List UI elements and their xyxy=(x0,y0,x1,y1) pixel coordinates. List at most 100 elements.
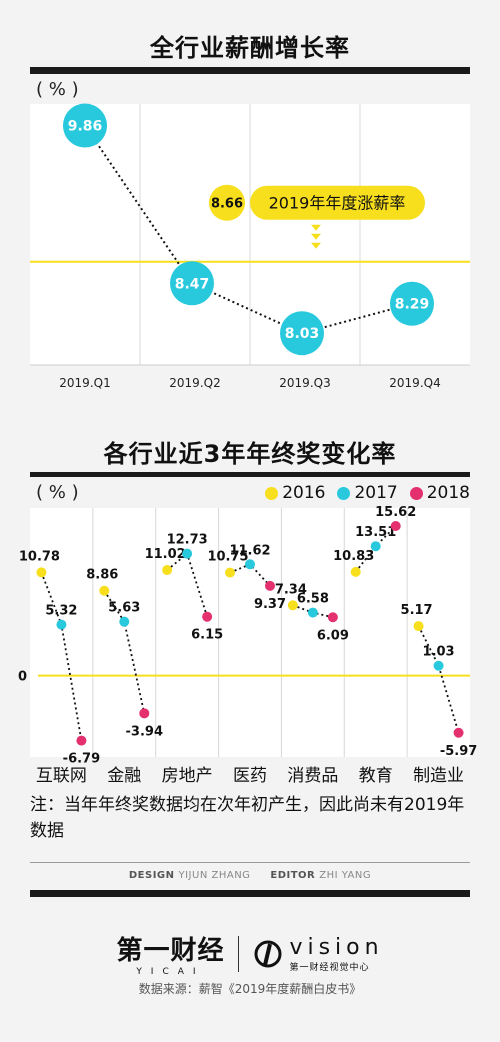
chart1-data-label: 8.47 xyxy=(175,276,210,292)
chart2-point-2016 xyxy=(225,567,235,578)
chart2-point-2016 xyxy=(350,566,361,577)
chart2-point-2016 xyxy=(287,600,298,611)
legend-dot-2017 xyxy=(337,486,351,500)
brand-sub: YICAI xyxy=(136,967,205,977)
chart2-data-label: 6.58 xyxy=(297,592,329,607)
reference-value-label: 8.66 xyxy=(211,197,243,212)
credits-rule-bottom xyxy=(30,890,470,897)
chart1-x-tick-label: 2019.Q3 xyxy=(279,376,330,390)
chart2-data-label: 9.37 xyxy=(254,597,286,612)
chart2-data-label: -3.94 xyxy=(126,724,163,739)
editor-name: ZHI YANG xyxy=(319,870,372,881)
chart2-data-label: 7.34 xyxy=(275,582,307,597)
chart2-category-label: 制造业 xyxy=(413,766,464,786)
chart2-point-2017 xyxy=(56,619,67,630)
chart2-data-label: 5.63 xyxy=(108,601,140,616)
chart2-title: 各行业近3年年终奖变化率 xyxy=(103,440,397,468)
chart2-connector xyxy=(355,525,397,573)
chart1-data-label: 8.29 xyxy=(395,297,430,313)
chart2-point-2016 xyxy=(162,565,173,576)
vision-logo: vision 第一财经视觉中心 xyxy=(253,935,383,973)
reference-label-pill xyxy=(250,185,425,220)
chart2-point-2016 xyxy=(36,567,47,578)
vision-word: vision xyxy=(289,934,384,960)
chart2-category-label: 金融 xyxy=(107,766,141,786)
legend-label-2016: 2016 xyxy=(282,483,326,503)
chart2-data-label: 6.09 xyxy=(317,628,349,643)
chart2-point-2017 xyxy=(119,616,130,627)
chart2-data-label: 13.51 xyxy=(355,525,396,540)
chart2-connector xyxy=(417,625,460,734)
legend-label-2017: 2017 xyxy=(354,483,398,503)
chart1-x-tick-label: 2019.Q1 xyxy=(59,376,110,390)
vision-sub: 第一财经视觉中心 xyxy=(289,962,370,973)
chart2-point-2018 xyxy=(265,580,275,591)
chart2-data-label: 15.62 xyxy=(375,505,416,520)
chart2-data-label: 12.73 xyxy=(167,533,208,548)
chart1-x-tick-label: 2019.Q4 xyxy=(389,376,440,390)
chart2-point-2018 xyxy=(453,727,464,738)
chart1-data-label: 8.03 xyxy=(285,326,320,342)
chart1-point xyxy=(390,281,434,326)
editor-label: EDITOR xyxy=(270,870,316,881)
design-name: YIJUN ZHANG xyxy=(178,870,251,881)
legend-label-2018: 2018 xyxy=(426,483,470,503)
chart2-data-label: 8.86 xyxy=(86,568,118,583)
chart2-point-2018 xyxy=(139,708,150,719)
chart1-line-chart: 8.66 2019年年度涨薪率 9.86 8.47 8.03 8.29 2019.Q1 201… xyxy=(30,103,470,390)
chart2-category-label: 医药 xyxy=(233,766,267,786)
reference-arrow-icon xyxy=(311,224,321,231)
vision-mark-icon xyxy=(254,940,282,967)
chart1-top-rule xyxy=(30,67,470,74)
chart2-data-label: -5.97 xyxy=(440,744,477,759)
chart1-unit-label: ( % ) xyxy=(36,79,79,100)
chart2-zero-label: 0 xyxy=(18,670,27,685)
credits: DESIGN YIJUN ZHANG EDITOR ZHI YANG xyxy=(0,870,500,881)
chart2-data-label: 6.15 xyxy=(191,628,223,643)
chart2-point-2017 xyxy=(307,607,318,618)
chart2-data-label: 5.32 xyxy=(45,604,77,619)
chart2-top-rule xyxy=(30,472,470,477)
chart1-data-label: 9.86 xyxy=(68,119,103,135)
legend-item-2018: 2018 xyxy=(409,483,470,503)
chart2-data-label: 10.75 xyxy=(207,550,248,565)
chart1-title: 全行业薪酬增长率 xyxy=(150,34,350,62)
chart1-point xyxy=(170,261,214,306)
chart2-data-label: 10.83 xyxy=(333,549,374,564)
chart2-point-2018 xyxy=(327,612,338,623)
chart2-plot-area xyxy=(30,508,470,757)
chart2-point-2017 xyxy=(370,541,381,552)
data-source: 数据来源：薪智《2019年度薪酬白皮书》 xyxy=(138,982,362,996)
chart2-legend: 2016 2017 2018 xyxy=(259,483,470,503)
chart2-point-2017 xyxy=(182,548,193,559)
chart2-data-label: 11.02 xyxy=(145,547,186,562)
legend-dot-2018 xyxy=(409,486,423,500)
legend-item-2017: 2017 xyxy=(337,483,398,503)
brand-name: 第一财经 xyxy=(116,936,225,966)
chart2-category-label: 房地产 xyxy=(162,766,213,786)
credits-rule-top xyxy=(30,862,470,863)
chart2-point-2016 xyxy=(99,585,110,596)
chart2-point-2016 xyxy=(413,621,424,632)
reference-arrow-icon xyxy=(311,233,321,240)
chart1-point xyxy=(280,311,324,356)
chart2-data-label: 5.17 xyxy=(401,603,433,618)
chart2-data-label: 11.62 xyxy=(229,543,270,558)
chart2-category-label: 消费品 xyxy=(287,766,338,786)
chart2-data-label: 1.03 xyxy=(423,645,455,660)
design-label: DESIGN xyxy=(128,870,175,881)
chart2-point-2017 xyxy=(433,660,444,671)
chart2-unit-label: ( % ) xyxy=(36,482,79,503)
reference-arrow-icon xyxy=(311,242,321,249)
chart1-x-tick-label: 2019.Q2 xyxy=(169,376,220,390)
footnote: 注：当年年终奖数据均在次年初产生，因此尚未有2019年数据 xyxy=(30,795,465,841)
legend-dot-2016 xyxy=(265,486,279,500)
legend-item-2016: 2016 xyxy=(265,483,325,503)
chart1-point xyxy=(63,103,107,148)
footer-logo: 第一财经 YICAI vision 第一财经视觉中心 xyxy=(0,930,500,978)
chart2-point-2018 xyxy=(390,521,401,532)
reference-value-badge xyxy=(209,184,245,221)
chart2-point-2017 xyxy=(245,559,255,570)
